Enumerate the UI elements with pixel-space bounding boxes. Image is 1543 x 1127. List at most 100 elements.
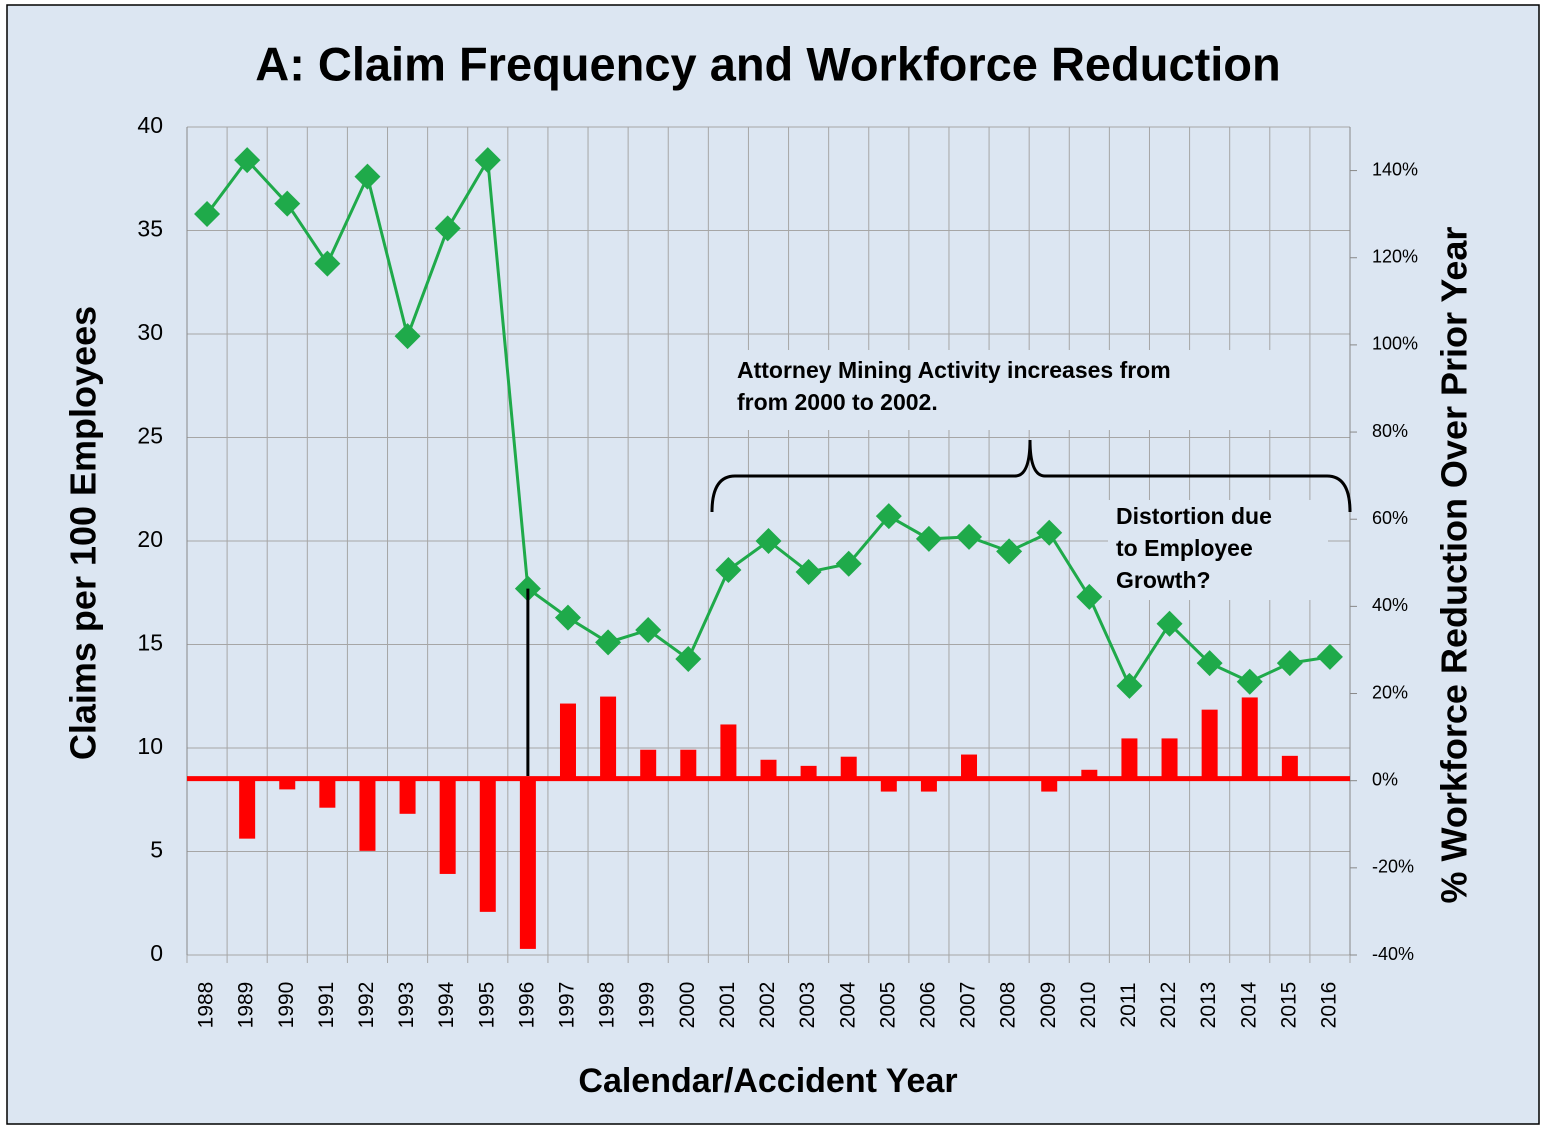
y-tick-label: 25 [137,423,163,449]
x-tick-label: 1997 [556,982,579,1029]
x-tick-label: 1995 [475,982,498,1029]
marker [996,538,1023,565]
x-tick-label: 2006 [916,982,939,1029]
marker [194,200,221,227]
marker [314,250,341,277]
bar [920,780,937,792]
marker [755,528,782,554]
bar [600,696,617,781]
marker [595,629,622,656]
x-tick-label: 1993 [395,982,418,1029]
marker [835,550,862,577]
marker [554,604,581,631]
marker [434,215,461,242]
x-tick-label: 2000 [676,982,699,1029]
y-tick-label: 30 [137,319,163,345]
annotation: from 2000 to 2002. [737,389,938,415]
bar [720,724,737,781]
marker [274,190,301,217]
y2-tick-label: -40% [1372,944,1414,964]
x-tick-label: 1991 [315,982,338,1029]
bar [1041,780,1058,792]
bar [640,749,657,781]
x-tick-label: 2011 [1117,982,1140,1027]
x-tick-label: 1989 [235,982,258,1029]
y2-tick-label: 20% [1372,682,1408,702]
marker [715,556,742,583]
bar [1241,697,1258,781]
annotation-bg [715,350,1275,430]
x-tick-label: 2016 [1317,982,1340,1029]
x-tick-label: 2014 [1237,981,1260,1028]
x-axis-title: Calendar/Accident Year [578,1062,957,1100]
x-tick-label: 1988 [195,982,218,1029]
bar [519,780,536,949]
x-tick-label: 2010 [1077,982,1100,1029]
bar [680,749,697,781]
brace [710,439,1352,513]
y-tick-label: 0 [150,940,163,966]
marker [1116,672,1143,699]
y2-tick-label: 60% [1372,508,1408,528]
marker [1236,668,1263,695]
x-tick-label: 2015 [1277,982,1300,1029]
y-tick-label: 5 [150,837,163,863]
x-tick-label: 2003 [796,982,819,1029]
marker [354,163,381,190]
bar [1281,755,1298,781]
y2-tick-label: 100% [1372,334,1418,354]
x-tick-label: 2005 [876,982,899,1029]
bar [479,780,496,912]
marker [234,147,261,174]
x-tick-label: 2004 [836,981,859,1028]
bar [880,780,897,792]
marker [875,503,902,530]
bar [1201,709,1218,781]
y2-tick-label: 40% [1372,595,1408,615]
marker [1276,650,1303,677]
y2-axis-title: % Workforce Reduction Over Prior Year [1434,227,1475,904]
x-tick-label: 2007 [957,982,980,1029]
x-tick-label: 2001 [716,982,739,1029]
x-tick-label: 1996 [515,982,538,1029]
marker [1316,643,1343,670]
x-tick-label: 1992 [355,982,378,1029]
y-tick-label: 35 [137,216,163,242]
marker [635,617,662,644]
y2-tick-label: 120% [1372,246,1418,266]
y-tick-label: 15 [137,630,163,656]
bar [399,780,416,814]
annotation: Growth? [1116,567,1211,593]
x-tick-label: 1999 [636,982,659,1029]
marker [1196,650,1223,677]
marker [1036,519,1063,546]
x-tick-label: 2009 [1037,982,1060,1029]
marker [394,323,421,350]
bar [359,780,376,851]
bar [279,780,296,790]
marker [675,645,702,672]
y-tick-label: 10 [137,733,163,759]
marker [915,525,942,552]
bar [319,780,336,808]
annotation: to Employee [1116,535,1253,561]
marker [956,523,983,550]
y-axis-title: Claims per 100 Employees [63,306,104,760]
marker [1076,583,1103,610]
bar [559,703,576,781]
chart-title: A: Claim Frequency and Workforce Reducti… [255,37,1280,90]
x-tick-label: 2012 [1157,982,1180,1029]
bar [840,756,857,781]
x-tick-label: 2013 [1197,982,1220,1029]
marker [1156,610,1183,637]
x-tick-label: 2002 [756,982,779,1029]
bar [1121,738,1138,781]
annotation-bg [1108,500,1328,600]
y2-tick-label: -20% [1372,857,1414,877]
marker [474,147,501,174]
y2-tick-label: 80% [1372,421,1408,441]
y-tick-label: 20 [137,526,163,552]
bar [1161,738,1178,781]
